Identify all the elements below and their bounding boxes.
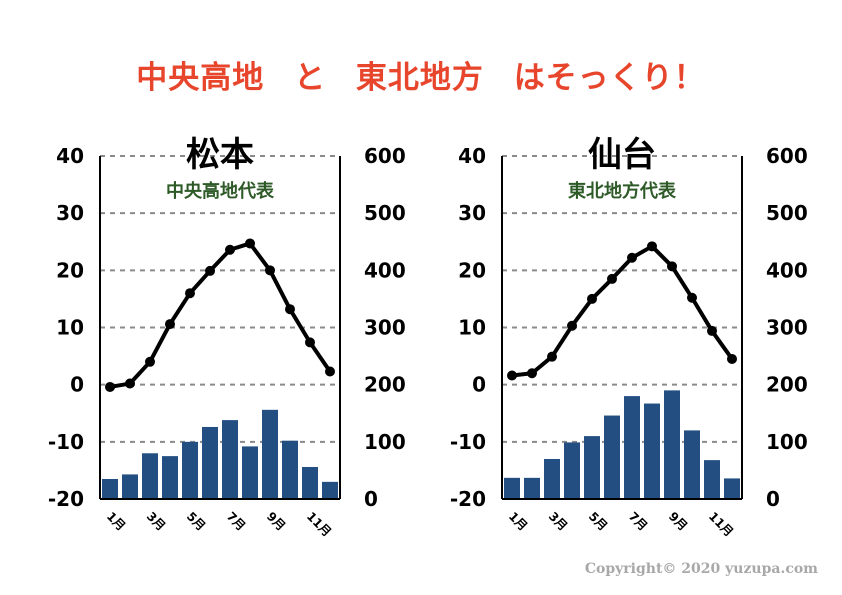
precip-bar [504,477,520,499]
right-tick-label: 300 [364,316,406,340]
temperature-point [627,252,637,263]
left-tick-label: 0 [472,373,486,397]
left-tick-label: 0 [70,373,84,397]
right-tick-label: 100 [364,430,406,454]
left-tick-label: 40 [56,144,84,168]
x-tick-label: 5月 [586,509,610,533]
precip-bar [664,390,680,499]
temperature-point [647,241,657,252]
temperature-point [587,293,597,304]
chart-title: 松本 [186,135,254,175]
chart-title: 仙台 [588,135,656,175]
temperature-point [567,320,577,331]
left-tick-label: 20 [56,258,84,282]
temperature-point [165,319,175,330]
x-tick-label: 11月 [706,509,736,539]
precip-bar [162,456,178,499]
right-tick-label: 600 [364,144,406,168]
precip-bar [704,460,720,499]
precip-bar [142,453,158,499]
right-tick-label: 400 [766,258,808,282]
right-tick-label: 600 [766,144,808,168]
temperature-point [507,370,517,381]
right-tick-label: 100 [766,430,808,454]
right-tick-label: 0 [364,487,378,511]
temperature-line [511,244,734,378]
left-tick-label: -10 [48,430,84,454]
temperature-point [305,337,315,348]
temperature-point [547,351,557,362]
precip-bar [182,441,198,499]
precip-bar [544,458,560,499]
temperature-point [105,381,115,392]
right-tick-label: 200 [766,373,808,397]
temperature-point [707,325,717,336]
right-tick-label: 0 [766,487,780,511]
temperature-point [607,273,617,284]
precip-bar [302,466,318,499]
precip-bar [524,477,540,499]
temperature-point [527,368,537,379]
precip-bar [282,440,298,499]
right-tick-label: 500 [364,201,406,225]
left-tick-label: 10 [458,316,486,340]
headline-part2: と [294,60,327,96]
headline-part3: 東北地方 [355,60,484,96]
left-tick-label: -20 [48,487,84,511]
precip-bar [222,420,238,499]
precip-bar [262,409,278,499]
temperature-point [245,238,255,249]
precip-bar [624,396,640,499]
precip-bar [584,436,600,499]
left-tick-label: 30 [56,201,84,225]
headline-part1: 中央高地 [136,60,265,96]
temperature-point [687,292,697,303]
right-tick-label: 300 [766,316,808,340]
right-tick-label: 400 [364,258,406,282]
left-tick-label: -20 [450,487,486,511]
headline-part4: はそっくり！ [513,60,706,96]
chart-subtitle: 東北地方代表 [568,180,677,202]
left-tick-label: -10 [450,430,486,454]
x-tick-label: 9月 [666,509,690,533]
copyright: Copyright© 2020 yuzupa.com [584,561,818,577]
left-tick-label: 20 [458,258,486,282]
precip-bar [724,478,740,499]
temperature-point [125,378,135,389]
right-tick-label: 500 [766,201,808,225]
left-tick-label: 40 [458,144,486,168]
precip-bar [684,430,700,499]
temperature-point [145,356,155,367]
temperature-point [325,366,335,377]
headline: 中央高地 と 東北地方 はそっくり！ [0,52,842,97]
x-tick-label: 3月 [546,509,570,533]
left-tick-label: 30 [458,201,486,225]
left-tick-label: 10 [56,316,84,340]
temperature-point [205,265,215,276]
x-tick-label: 1月 [506,509,530,533]
precip-bar [644,403,660,499]
temperature-point [667,261,677,272]
temperature-point [727,353,737,364]
precip-bar [102,478,118,499]
temperature-point [225,244,235,255]
chart-subtitle: 中央高地代表 [166,180,275,202]
x-tick-label: 7月 [626,509,650,533]
temperature-point [185,288,195,299]
precip-bar [122,474,138,499]
precip-bar [564,442,580,499]
temperature-point [265,265,275,276]
precip-bar [202,426,218,499]
precip-bar [242,446,258,499]
precip-bar [322,481,338,499]
precip-bar [604,415,620,499]
temperature-point [285,304,295,315]
right-tick-label: 200 [364,373,406,397]
